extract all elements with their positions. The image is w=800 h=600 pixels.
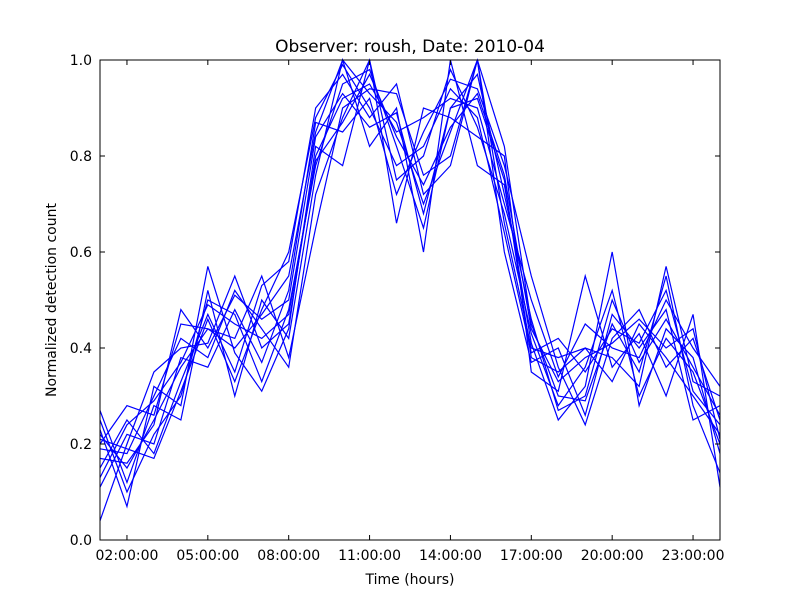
series-line-11 xyxy=(99,63,721,460)
series-line-10 xyxy=(99,73,721,464)
x-tick-label: 02:00:00 xyxy=(96,548,159,564)
plot-frame xyxy=(99,59,721,541)
x-tick-label: 17:00:00 xyxy=(500,548,563,564)
chart-title: Observer: roush, Date: 2010-04 xyxy=(275,37,545,57)
x-tick-label: 14:00:00 xyxy=(419,548,482,564)
series-line-6 xyxy=(99,57,721,485)
series-line-12 xyxy=(99,73,721,478)
series-line-9 xyxy=(99,59,721,509)
x-axis: 02:00:00 05:00:00 08:00:00 11:00:00 14:00:00… xyxy=(96,60,725,564)
x-tick-label: 20:00:00 xyxy=(581,548,644,564)
y-tick-label: 0.4 xyxy=(70,341,92,357)
y-tick-label: 0.2 xyxy=(70,437,92,453)
x-tick-label: 23:00:00 xyxy=(662,548,725,564)
y-axis: 0.0 0.2 0.4 0.6 0.8 1.0 xyxy=(70,53,720,549)
x-tick-label: 11:00:00 xyxy=(338,548,401,564)
series-layer xyxy=(99,57,721,521)
series-line-4 xyxy=(99,59,721,469)
x-tick-label: 05:00:00 xyxy=(176,548,239,564)
y-tick-label: 0.8 xyxy=(70,149,92,165)
series-line-2 xyxy=(99,68,721,494)
y-tick-label: 0.6 xyxy=(70,245,92,261)
x-tick-label: 08:00:00 xyxy=(257,548,320,564)
x-axis-label: Time (hours) xyxy=(365,572,455,588)
y-tick-label: 1.0 xyxy=(70,53,92,69)
y-tick-label: 0.0 xyxy=(70,533,92,549)
series-line-5 xyxy=(99,83,721,521)
y-axis-label: Normalized detection count xyxy=(44,203,60,397)
